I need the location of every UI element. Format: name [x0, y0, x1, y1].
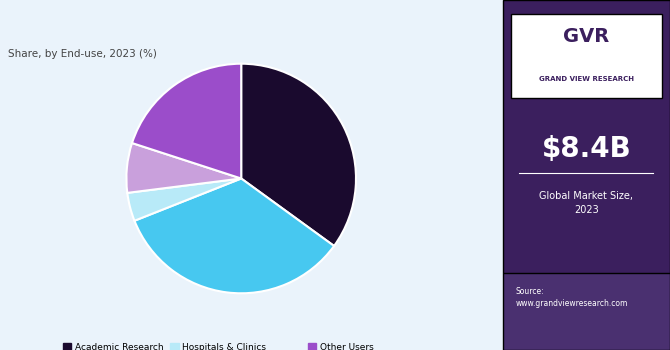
- Wedge shape: [241, 64, 356, 246]
- Wedge shape: [127, 178, 241, 221]
- Legend: Academic Research, Clinical Research, Hospitals & Clinics, Pharma & Biotech Enti: Academic Research, Clinical Research, Ho…: [60, 340, 377, 350]
- FancyBboxPatch shape: [502, 273, 670, 350]
- Text: Share, by End-use, 2023 (%): Share, by End-use, 2023 (%): [8, 49, 157, 59]
- FancyBboxPatch shape: [511, 14, 662, 98]
- Text: Source:
www.grandviewresearch.com: Source: www.grandviewresearch.com: [516, 287, 628, 308]
- Wedge shape: [135, 178, 334, 293]
- Text: GRAND VIEW RESEARCH: GRAND VIEW RESEARCH: [539, 76, 634, 82]
- Text: Global Market Size,
2023: Global Market Size, 2023: [539, 191, 633, 215]
- Wedge shape: [132, 64, 241, 178]
- FancyBboxPatch shape: [502, 0, 670, 350]
- Text: GVR: GVR: [563, 27, 610, 46]
- Wedge shape: [127, 143, 241, 193]
- Text: $8.4B: $8.4B: [541, 135, 631, 163]
